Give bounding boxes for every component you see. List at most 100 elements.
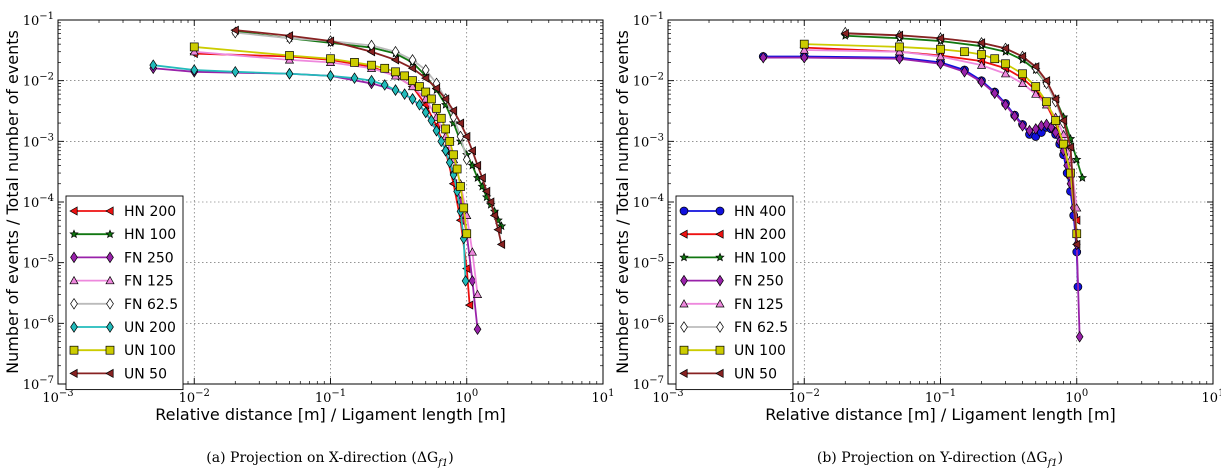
data-point-fn-125 xyxy=(935,51,946,61)
data-point-fn-62-5 xyxy=(421,64,430,76)
legend-label: UN 50 xyxy=(734,366,777,382)
legend-marker xyxy=(679,368,688,378)
legend-label: FN 250 xyxy=(124,250,174,266)
data-point-un-200 xyxy=(149,59,158,72)
x-tick-label-base: 10 xyxy=(652,391,669,406)
data-point-un-200 xyxy=(421,106,430,119)
y-tick-label: 10−3 xyxy=(633,132,664,150)
y-tick-label-exponent: −4 xyxy=(39,193,54,204)
data-point-un-200 xyxy=(427,114,436,127)
y-tick-label-exponent: −3 xyxy=(649,132,664,143)
data-point-un-100 xyxy=(350,58,359,67)
x-tick-label-base: 10 xyxy=(179,391,196,406)
data-point-fn-250 xyxy=(960,65,969,78)
legend-marker xyxy=(69,275,79,285)
x-tick-label: 10−1 xyxy=(315,388,346,406)
caption-text: (a) Projection on X-direction (ΔG xyxy=(206,450,438,466)
legend-marker xyxy=(715,229,724,239)
data-point-fn-62-5 xyxy=(462,153,471,166)
data-point-un-50 xyxy=(390,55,400,65)
legend-item-hn-100: HN 100 xyxy=(679,250,786,266)
data-point-un-100 xyxy=(895,42,904,52)
data-point-un-100 xyxy=(1001,59,1010,69)
y-tick-label-exponent: −6 xyxy=(39,314,54,325)
legend-marker xyxy=(679,299,689,308)
legend-marker xyxy=(715,206,725,216)
data-point-un-100 xyxy=(441,124,450,134)
y-tick-label-exponent: −7 xyxy=(39,375,54,386)
legend-label: HN 100 xyxy=(734,250,786,266)
legend-marker xyxy=(105,275,115,285)
data-point-hn-100 xyxy=(1072,154,1082,164)
legend-box xyxy=(675,195,794,391)
legend-item-un-100: UN 100 xyxy=(69,343,176,359)
data-point-fn-250 xyxy=(473,323,482,336)
y-tick-label-base: 10 xyxy=(633,14,650,29)
data-point-un-200 xyxy=(326,70,335,82)
data-point-un-100 xyxy=(1066,168,1075,178)
data-point-un-50 xyxy=(1065,142,1075,152)
x-tick-label: 100 xyxy=(455,388,478,406)
legend-marker xyxy=(105,206,114,216)
series-group xyxy=(149,25,507,336)
legend-marker xyxy=(105,368,114,378)
y-tick-label-exponent: −3 xyxy=(39,132,54,143)
data-point-un-100 xyxy=(326,54,335,64)
y-tick-label-exponent: −6 xyxy=(649,314,664,325)
y-tick-label-base: 10 xyxy=(23,196,40,211)
series-line-fn-125 xyxy=(804,49,1078,208)
data-point-un-50 xyxy=(1050,94,1060,104)
data-point-fn-125 xyxy=(799,45,809,54)
legend: HN 400 HN 200 HN 100 FN 250 FN 125 FN 62.5 UN … xyxy=(675,195,794,391)
series-group xyxy=(758,26,1088,343)
legend-label: FN 125 xyxy=(734,297,784,313)
data-point-hn-100 xyxy=(1077,172,1088,182)
legend-marker xyxy=(716,274,724,287)
x-tick-label-base: 10 xyxy=(925,391,942,406)
data-point-un-50 xyxy=(462,131,471,142)
legend-marker xyxy=(70,251,78,264)
x-tick-label: 10−1 xyxy=(925,388,956,406)
x-tick-label-exponent: 1 xyxy=(1218,388,1221,399)
data-point-un-50 xyxy=(230,25,239,35)
legend-marker xyxy=(679,345,689,355)
legend-marker xyxy=(679,206,689,216)
data-point-un-50 xyxy=(366,47,376,57)
data-point-un-200 xyxy=(445,156,454,169)
data-point-un-200 xyxy=(408,93,417,105)
legend-marker xyxy=(715,299,725,308)
legend-item-un-50: UN 50 xyxy=(679,366,777,382)
legend-marker xyxy=(69,368,78,378)
data-point-fn-250 xyxy=(1031,123,1040,135)
y-tick-label-base: 10 xyxy=(23,14,40,29)
data-point-un-50 xyxy=(448,106,458,116)
legend: HN 200 HN 100 FN 250 FN 125 FN 62.5 UN 200 UN … xyxy=(65,195,184,391)
caption-subscript: f1 xyxy=(437,458,448,469)
x-tick-label-base: 10 xyxy=(592,391,609,406)
y-tick-label: 10−4 xyxy=(633,193,664,211)
data-point-un-100 xyxy=(1031,82,1041,91)
data-point-un-100 xyxy=(415,82,424,91)
legend-item-fn-62-5: FN 62.5 xyxy=(680,320,788,336)
legend-box xyxy=(65,195,184,391)
x-tick-label-base: 10 xyxy=(1202,391,1219,406)
legend-marker xyxy=(70,321,78,333)
data-point-un-50 xyxy=(431,83,441,93)
x-tick-label-exponent: −3 xyxy=(669,388,684,399)
data-point-fn-250 xyxy=(1059,144,1068,157)
caption-subscript: f1 xyxy=(1047,458,1058,469)
data-point-un-100 xyxy=(400,71,409,81)
data-point-fn-250 xyxy=(1025,124,1034,137)
data-point-un-100 xyxy=(432,103,441,113)
legend-label: HN 200 xyxy=(124,204,176,220)
legend-label: UN 50 xyxy=(124,366,167,382)
data-point-un-200 xyxy=(285,67,294,80)
legend-label: UN 100 xyxy=(124,343,176,359)
y-tick-label-base: 10 xyxy=(633,75,650,90)
data-point-fn-125 xyxy=(472,289,483,298)
x-tick-label: 10−2 xyxy=(789,388,820,406)
data-point-fn-250 xyxy=(1042,118,1051,131)
data-point-un-100 xyxy=(380,63,390,73)
legend-marker xyxy=(69,229,79,239)
